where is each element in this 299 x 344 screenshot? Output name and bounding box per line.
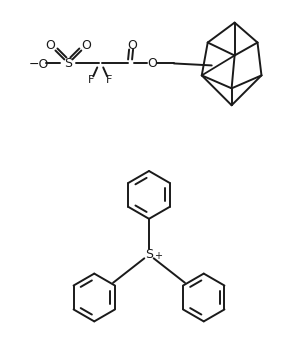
Text: −O: −O — [28, 58, 49, 71]
Text: F: F — [106, 75, 112, 85]
Text: F: F — [88, 75, 94, 85]
Text: S: S — [145, 248, 153, 261]
Text: +: + — [154, 251, 162, 261]
Text: S: S — [64, 57, 72, 70]
Text: O: O — [147, 57, 157, 70]
Text: O: O — [127, 39, 137, 52]
Text: O: O — [45, 39, 55, 52]
Text: O: O — [81, 39, 91, 52]
